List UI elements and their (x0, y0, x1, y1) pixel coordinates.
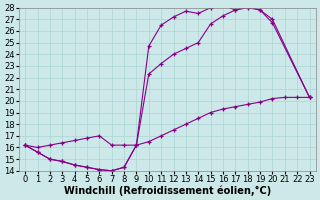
X-axis label: Windchill (Refroidissement éolien,°C): Windchill (Refroidissement éolien,°C) (64, 185, 271, 196)
